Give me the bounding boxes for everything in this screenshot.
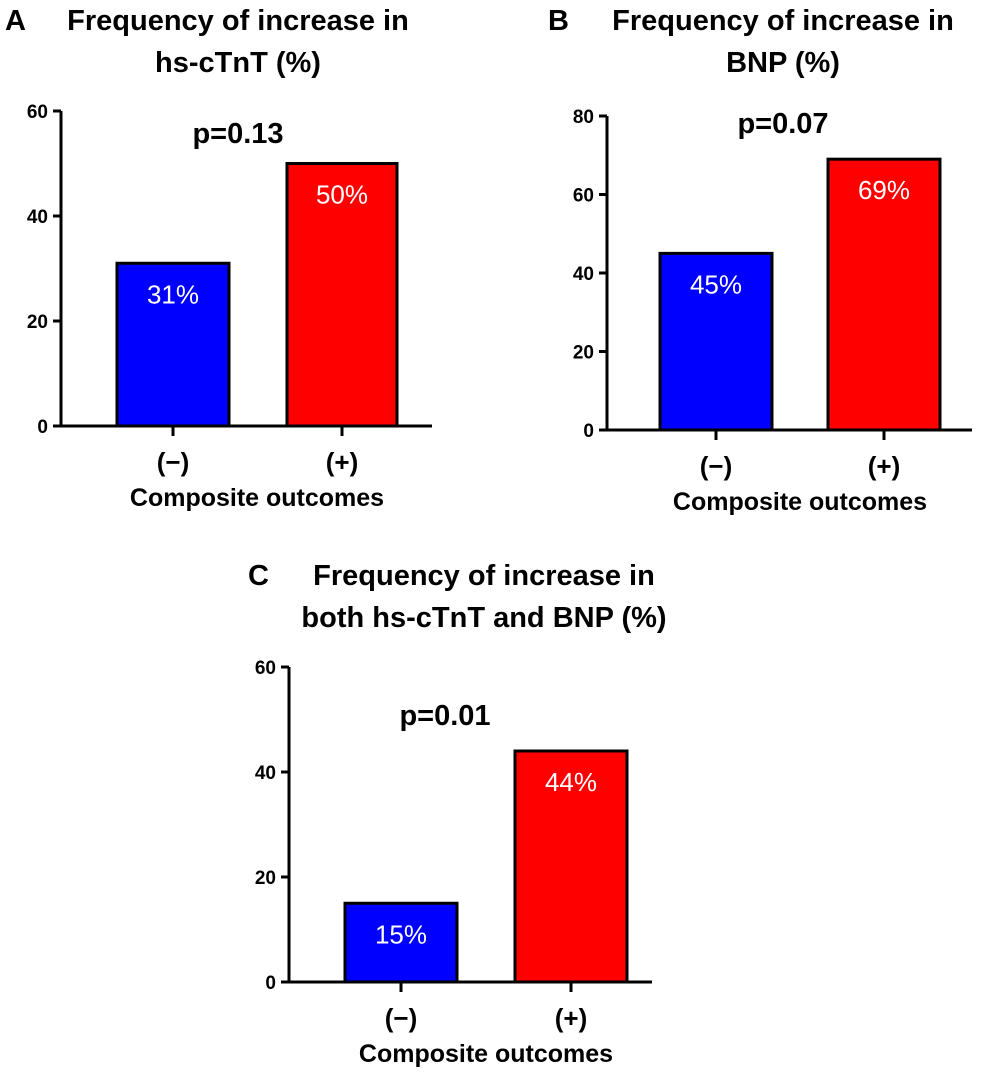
y-tick-label: 0 <box>583 421 594 442</box>
chart-title-line-2: BNP (%) <box>726 47 840 79</box>
bar-positive <box>285 162 399 428</box>
p-value-annotation: p=0.07 <box>737 108 828 140</box>
data-label: 44% <box>545 767 597 797</box>
y-tick-label: 40 <box>255 763 276 784</box>
y-tick-label: 0 <box>37 417 48 438</box>
data-label: 50% <box>316 180 368 210</box>
p-value-annotation: p=0.13 <box>192 118 283 150</box>
chart-panel-a: A Frequency of increase in hs-cTnT (%) 0 20 4… <box>5 5 432 512</box>
chart-title-line-1: Frequency of increase in <box>612 5 954 37</box>
chart-title-line-1: Frequency of increase in <box>313 560 655 592</box>
y-tick-label: 40 <box>27 207 48 228</box>
x-axis-label: Composite outcomes <box>130 484 384 512</box>
bar-negative <box>658 251 774 432</box>
data-label: 15% <box>375 919 427 949</box>
chart-title-line-1: Frequency of increase in <box>67 5 409 37</box>
x-axis-label: Composite outcomes <box>359 1040 613 1068</box>
y-tick-label: 80 <box>573 107 594 128</box>
bar-positive <box>513 749 629 984</box>
y-tick-label: 60 <box>27 102 48 123</box>
x-category-label: (−) <box>157 447 190 477</box>
panel-label: B <box>548 5 569 37</box>
panel-label: C <box>248 560 269 592</box>
chart-panel-c: C Frequency of increase in both hs-cTnT an… <box>248 560 667 1068</box>
y-tick-label: 20 <box>573 343 594 364</box>
chart-title-line-2: both hs-cTnT and BNP (%) <box>301 602 666 634</box>
y-tick-label: 60 <box>573 186 594 207</box>
bar-positive <box>826 157 942 432</box>
x-category-label: (−) <box>385 1003 418 1033</box>
x-category-label: (+) <box>868 451 901 481</box>
y-tick-label: 60 <box>255 658 276 679</box>
chart-title-line-2: hs-cTnT (%) <box>155 47 321 79</box>
panel-label: A <box>5 5 26 37</box>
x-category-label: (−) <box>700 451 733 481</box>
chart-panel-b: B Frequency of increase in BNP (%) 0 20 40 60 8… <box>548 5 972 516</box>
y-tick-label: 40 <box>573 264 594 285</box>
x-category-label: (+) <box>555 1003 588 1033</box>
p-value-annotation: p=0.01 <box>399 700 490 732</box>
x-axis-label: Composite outcomes <box>673 488 927 516</box>
data-label: 45% <box>690 269 742 299</box>
y-tick-label: 0 <box>265 973 276 994</box>
x-category-label: (+) <box>326 447 359 477</box>
data-label: 69% <box>858 175 910 205</box>
y-tick-label: 20 <box>27 312 48 333</box>
y-tick-label: 20 <box>255 868 276 889</box>
data-label: 31% <box>147 279 199 309</box>
